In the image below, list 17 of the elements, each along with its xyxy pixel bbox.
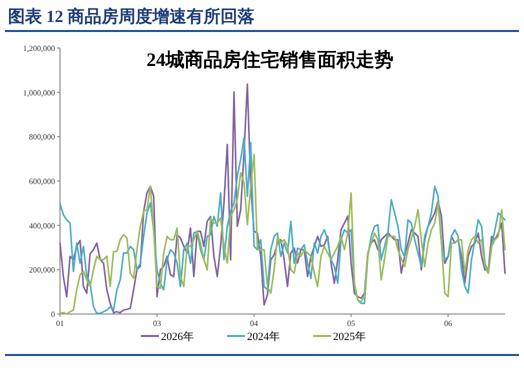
y-tick-label: 400,000	[29, 221, 55, 230]
y-tick-label: 1,000,000	[23, 88, 55, 98]
y-tick-label: 800,000	[29, 132, 55, 142]
legend-label: 2026年	[161, 331, 194, 343]
y-tick-label: 1,200,000	[23, 44, 55, 53]
y-tick-label: 600,000	[29, 177, 55, 186]
x-tick-label: 04	[250, 319, 258, 328]
x-tick-label: 05	[347, 319, 356, 328]
chart-title: 图表 12 商品房周度增速有所回落	[8, 7, 254, 26]
x-tick-label: 06	[444, 319, 452, 328]
legend-label: 2025年	[333, 331, 366, 343]
x-tick-label: 03	[153, 319, 162, 328]
x-tick-label: 01	[56, 319, 64, 328]
chart-subtitle: 24城商品房住宅销售面积走势	[146, 49, 394, 71]
y-tick-label: 200,000	[29, 266, 55, 275]
y-tick-label: 0	[51, 310, 55, 319]
legend-label: 2024年	[247, 331, 280, 343]
